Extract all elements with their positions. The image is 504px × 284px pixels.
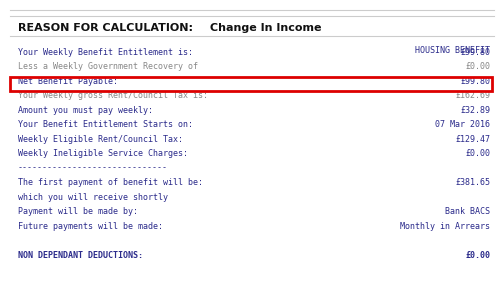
Text: £0.00: £0.00 — [465, 250, 490, 260]
Text: 07 Mar 2016: 07 Mar 2016 — [435, 120, 490, 129]
Text: Your Weekly Benefit Entitlement is:: Your Weekly Benefit Entitlement is: — [18, 47, 193, 57]
Text: Less a Weekly Government Recovery of: Less a Weekly Government Recovery of — [18, 62, 198, 71]
Text: Future payments will be made:: Future payments will be made: — [18, 222, 163, 231]
Text: ------------------------------: ------------------------------ — [18, 164, 168, 173]
Text: Change In Income: Change In Income — [210, 23, 322, 33]
Text: HOUSING BENEFIT: HOUSING BENEFIT — [415, 46, 490, 55]
Text: £0.00: £0.00 — [465, 149, 490, 158]
Text: £99.80: £99.80 — [460, 77, 490, 85]
Text: £0.00: £0.00 — [465, 62, 490, 71]
Text: £129.47: £129.47 — [455, 135, 490, 143]
Text: Weekly Ineligible Service Charges:: Weekly Ineligible Service Charges: — [18, 149, 188, 158]
Text: The first payment of benefit will be:: The first payment of benefit will be: — [18, 178, 203, 187]
Text: which you will receive shortly: which you will receive shortly — [18, 193, 168, 202]
Text: REASON FOR CALCULATION:: REASON FOR CALCULATION: — [18, 23, 193, 33]
Text: £162.69: £162.69 — [455, 91, 490, 100]
Text: NON DEPENDANT DEDUCTIONS:: NON DEPENDANT DEDUCTIONS: — [18, 250, 143, 260]
Text: Weekly Eligible Rent/Council Tax:: Weekly Eligible Rent/Council Tax: — [18, 135, 183, 143]
Text: Bank BACS: Bank BACS — [445, 207, 490, 216]
Text: Your Benefit Entitlement Starts on:: Your Benefit Entitlement Starts on: — [18, 120, 193, 129]
Text: £32.89: £32.89 — [460, 106, 490, 114]
Text: Monthly in Arrears: Monthly in Arrears — [400, 222, 490, 231]
Text: £99.80: £99.80 — [460, 47, 490, 57]
Bar — [10, 76, 492, 91]
Text: Your Weekly gross Rent/Council Tax is:: Your Weekly gross Rent/Council Tax is: — [18, 91, 208, 100]
Text: Payment will be made by:: Payment will be made by: — [18, 207, 138, 216]
Text: £381.65: £381.65 — [455, 178, 490, 187]
Text: Amount you must pay weekly:: Amount you must pay weekly: — [18, 106, 153, 114]
Text: Net Benefit Payable:: Net Benefit Payable: — [18, 77, 118, 85]
